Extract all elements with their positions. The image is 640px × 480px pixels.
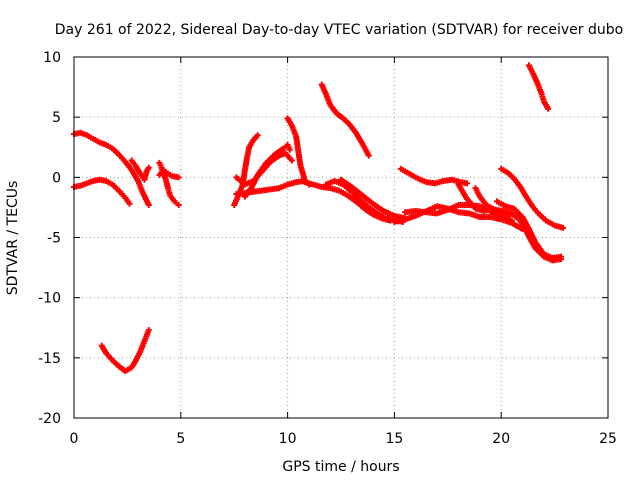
data-point bbox=[254, 132, 261, 139]
data-point bbox=[145, 327, 152, 334]
y-tick-label: 0 bbox=[52, 170, 61, 186]
x-tick-label: 5 bbox=[176, 431, 185, 447]
chart-title: Day 261 of 2022, Sidereal Day-to-day VTE… bbox=[55, 22, 623, 38]
y-tick-label: -20 bbox=[38, 411, 61, 427]
data-point bbox=[175, 202, 182, 209]
y-tick-label: 5 bbox=[52, 110, 61, 126]
data-point bbox=[558, 253, 565, 260]
data-point bbox=[365, 152, 372, 159]
x-tick-label: 15 bbox=[385, 431, 403, 447]
x-tick-label: 25 bbox=[599, 431, 617, 447]
data-point bbox=[145, 164, 152, 171]
y-tick-label: 10 bbox=[43, 50, 61, 66]
data-point bbox=[288, 157, 295, 164]
x-tick-label: 0 bbox=[70, 431, 79, 447]
data-points bbox=[71, 62, 567, 375]
data-point bbox=[175, 174, 182, 181]
data-point bbox=[286, 146, 293, 153]
data-point bbox=[560, 224, 567, 231]
data-point bbox=[126, 200, 133, 207]
data-point bbox=[145, 202, 152, 209]
y-tick-label: -15 bbox=[38, 351, 61, 367]
x-tick-label: 20 bbox=[492, 431, 510, 447]
data-point bbox=[464, 180, 471, 187]
data-point bbox=[545, 105, 552, 112]
x-axis-label: GPS time / hours bbox=[282, 459, 399, 475]
y-axis-label: SDTVAR / TECUs bbox=[5, 181, 21, 296]
y-tick-label: -5 bbox=[47, 231, 61, 247]
y-tick-label: -10 bbox=[38, 291, 61, 307]
axis-ticks: 0 5 10 15 20 25 -20 -15 -10 -5 0 5 10 bbox=[38, 50, 617, 447]
data-point bbox=[506, 212, 513, 219]
x-tick-label: 10 bbox=[279, 431, 297, 447]
